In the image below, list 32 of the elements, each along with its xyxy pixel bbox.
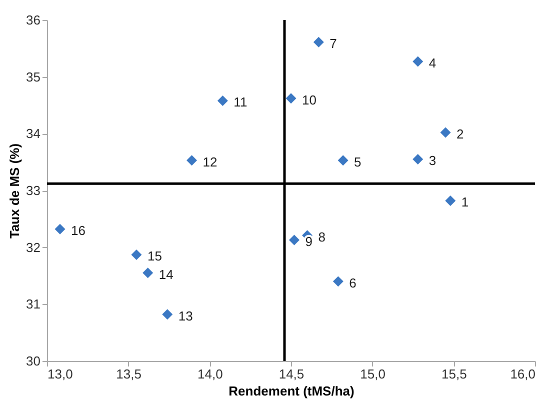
annotation: 5 bbox=[354, 154, 362, 170]
annotation: 2 bbox=[456, 126, 464, 142]
annotation: 16 bbox=[71, 223, 86, 238]
y-tick-label: 34 bbox=[26, 126, 40, 142]
x-tick-label: 14,5 bbox=[278, 366, 304, 382]
annotation: 1 bbox=[461, 194, 469, 210]
annotation: 15 bbox=[147, 248, 162, 264]
x-tick-label: 16,0 bbox=[510, 366, 536, 382]
x-tick-label: 13,0 bbox=[48, 366, 73, 382]
x-tick-label: 15,0 bbox=[360, 366, 386, 382]
annotation: 10 bbox=[302, 92, 316, 108]
y-axis-title: Taux de MS (%) bbox=[7, 143, 22, 239]
annotation: 8 bbox=[318, 229, 326, 244]
annotation: 4 bbox=[428, 55, 436, 70]
annotation: 14 bbox=[158, 266, 174, 282]
y-tick-label: 35 bbox=[26, 69, 40, 84]
annotation: 11 bbox=[234, 94, 248, 110]
x-tick-label: 15,5 bbox=[442, 366, 467, 382]
annotation: 6 bbox=[349, 275, 356, 290]
x-tick-label: 14,0 bbox=[198, 366, 223, 382]
annotation: 13 bbox=[178, 308, 193, 324]
annotation: 3 bbox=[428, 153, 436, 168]
annotation: 9 bbox=[305, 234, 312, 249]
y-tick-label: 33 bbox=[26, 183, 40, 198]
annotation: 7 bbox=[330, 36, 337, 52]
y-tick-label: 32 bbox=[26, 240, 40, 255]
y-tick-label: 31 bbox=[26, 296, 40, 312]
y-tick-label: 30 bbox=[26, 354, 40, 368]
x-axis-title: Rendement (tMS/ha) bbox=[228, 384, 354, 398]
annotation: 12 bbox=[202, 154, 218, 170]
y-tick-label: 36 bbox=[26, 12, 40, 28]
x-tick-label: 13,5 bbox=[116, 366, 142, 382]
